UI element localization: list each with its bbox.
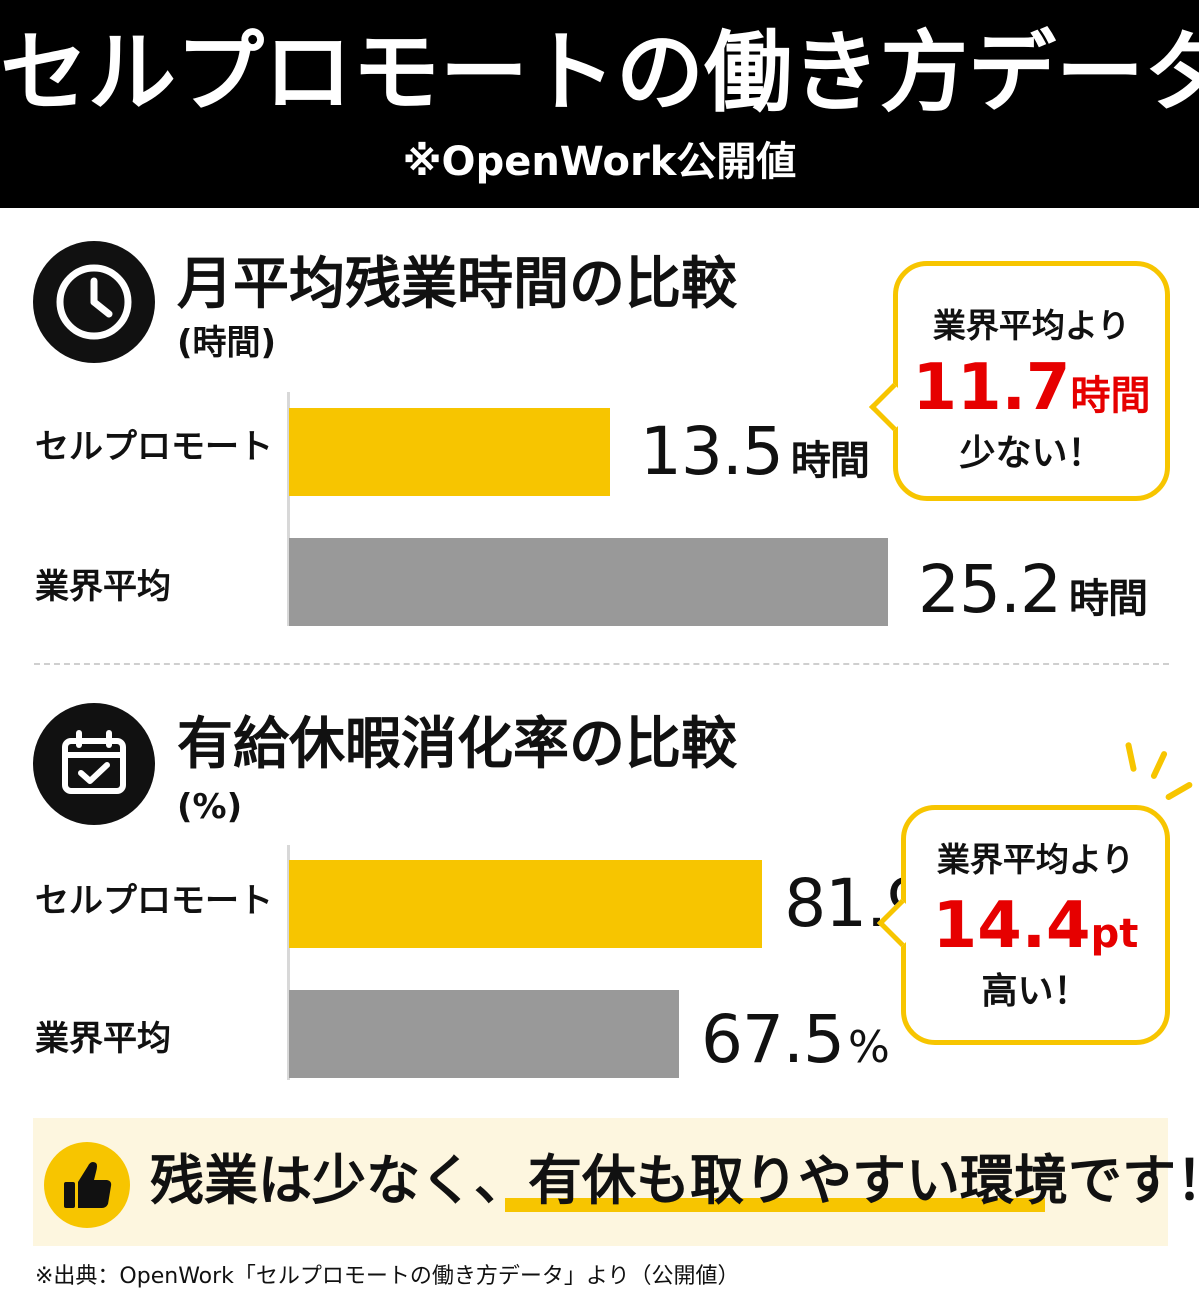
chart1-callout: 業界平均より 11.7時間 少ない！ [868, 261, 1170, 501]
chart2-category-label-0: セルプロモート [35, 881, 273, 921]
chart2-axis [287, 845, 290, 1080]
chart2-callout: 業界平均より 14.4pt 高い！ [876, 805, 1170, 1045]
calendar-check-icon [33, 703, 155, 825]
conclusion-text: 残業は少なく、有休も取りやすい環境です！ [150, 1149, 1199, 1212]
chart1-callout-line3: 少ない！ [959, 433, 1104, 474]
header-banner [0, 0, 1199, 208]
page-title: セルプロモートの働き方データ [0, 21, 1199, 124]
clock-icon [33, 241, 155, 363]
chart1-value-label-0: 13.5 時間 [639, 413, 870, 490]
chart1-callout-value: 11.7時間 [912, 351, 1151, 425]
chart2-value-label-1: 67.5% [701, 1001, 890, 1078]
chart2-callout-line3: 高い！ [981, 971, 1090, 1012]
thumbs-up-icon [44, 1142, 130, 1228]
chart2-callout-line1: 業界平均より [936, 840, 1135, 879]
chart1-axis [287, 392, 290, 626]
chart1-bar-1 [289, 538, 888, 626]
chart2-bar-0 [289, 860, 763, 948]
section1-title: 月平均残業時間の比較 [177, 252, 737, 317]
section1-unit: (時間) [177, 323, 277, 363]
section2-title: 有給休暇消化率の比較 [177, 712, 737, 777]
chart1-bar-0 [289, 408, 610, 496]
highlight-underline [505, 1198, 1045, 1212]
chart2-bar-1 [289, 990, 679, 1078]
chart1-callout-line1: 業界平均より [932, 306, 1131, 345]
chart1-category-label-1: 業界平均 [35, 567, 171, 607]
conclusion-banner [33, 1118, 1168, 1246]
source-note: ※出典：OpenWork「セルプロモートの働き方データ」より（公開値） [35, 1264, 740, 1289]
chart1-category-label-0: セルプロモート [35, 427, 273, 467]
chart2-category-label-1: 業界平均 [35, 1019, 171, 1059]
section-divider [34, 663, 1169, 665]
chart2-callout-value: 14.4pt [932, 889, 1139, 963]
page-subtitle: ※OpenWork公開値 [402, 139, 797, 185]
section2-unit: (%) [177, 787, 243, 827]
chart1-value-label-1: 25.2 時間 [918, 551, 1148, 628]
